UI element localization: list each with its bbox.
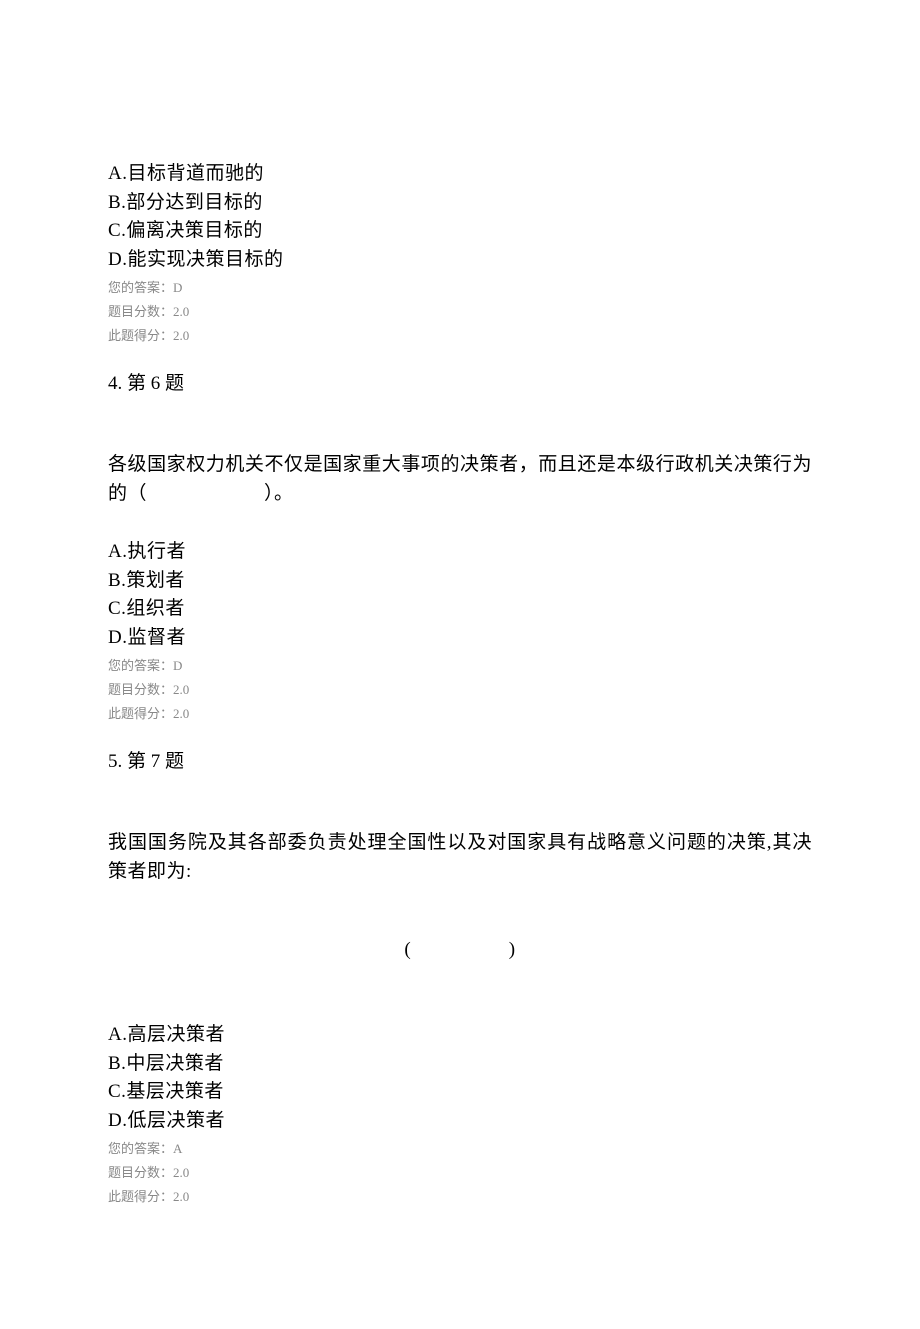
q4-options: A.执行者 B.策划者 C.组织者 D.监督者 [108,538,812,652]
q3-full-score: 题目分数：2.0 [108,300,812,324]
q3-options: A.目标背道而驰的 B.部分达到目标的 C.偏离决策目标的 D.能实现决策目标的 [108,160,812,274]
q5-paren: ( ) [108,934,812,961]
q4-option-a: A.执行者 [108,538,812,567]
q4-text: 各级国家权力机关不仅是国家重大事项的决策者，而且还是本级行政机关决策行为的（ ）… [108,451,812,508]
q3-option-d: D.能实现决策目标的 [108,246,812,275]
q3-meta: 您的答案：D 题目分数：2.0 此题得分：2.0 [108,276,812,348]
q4-full-score: 题目分数：2.0 [108,678,812,702]
q5-options: A.高层决策者 B.中层决策者 C.基层决策者 D.低层决策者 [108,1021,812,1135]
q5-your-answer: 您的答案：A [108,1137,812,1161]
q4-text-gap [147,483,264,504]
q4-option-d: D.监督者 [108,624,812,653]
q5-full-score: 题目分数：2.0 [108,1161,812,1185]
q5-option-b: B.中层决策者 [108,1050,812,1079]
q3-option-b: B.部分达到目标的 [108,189,812,218]
q3-option-c: C.偏离决策目标的 [108,217,812,246]
q3-option-a: A.目标背道而驰的 [108,160,812,189]
q5-option-c: C.基层决策者 [108,1078,812,1107]
q5-meta: 您的答案：A 题目分数：2.0 此题得分：2.0 [108,1137,812,1209]
q4-meta: 您的答案：D 题目分数：2.0 此题得分：2.0 [108,654,812,726]
q3-your-answer: 您的答案：D [108,276,812,300]
q4-number: 4. 第 6 题 [108,368,812,395]
q5-text: 我国国务院及其各部委负责处理全国性以及对国家具有战略意义问题的决策,其决策者即为… [108,829,812,886]
q4-option-c: C.组织者 [108,595,812,624]
q4-got-score: 此题得分：2.0 [108,702,812,726]
q5-got-score: 此题得分：2.0 [108,1185,812,1209]
q4-text-post: ）。 [264,483,294,504]
document-page: A.目标背道而驰的 B.部分达到目标的 C.偏离决策目标的 D.能实现决策目标的… [0,0,920,1329]
q5-option-d: D.低层决策者 [108,1107,812,1136]
q3-got-score: 此题得分：2.0 [108,324,812,348]
q4-option-b: B.策划者 [108,567,812,596]
q4-your-answer: 您的答案：D [108,654,812,678]
q5-option-a: A.高层决策者 [108,1021,812,1050]
q5-number: 5. 第 7 题 [108,746,812,773]
